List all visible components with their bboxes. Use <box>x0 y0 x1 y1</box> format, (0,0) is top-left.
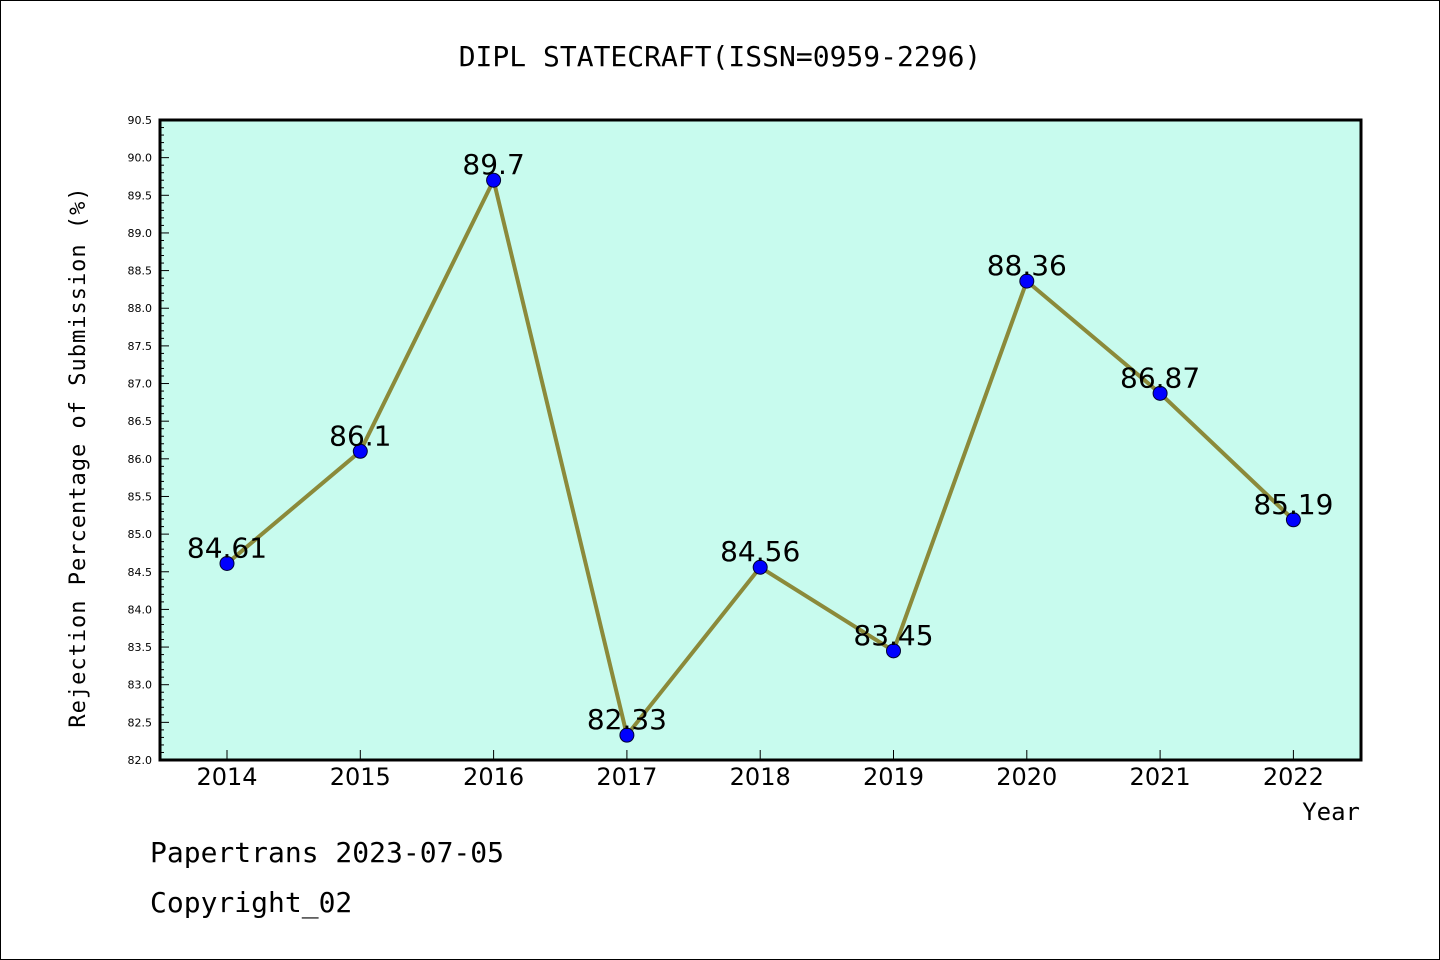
data-label: 85.19 <box>1253 488 1333 521</box>
y-tick-label: 85.0 <box>128 528 153 541</box>
y-tick-label: 88.0 <box>128 302 153 315</box>
x-tick-label: 2021 <box>1130 763 1191 791</box>
data-point <box>352 443 368 459</box>
y-tick-label: 90.5 <box>128 114 153 127</box>
data-label: 82.33 <box>587 703 667 736</box>
y-tick-label: 83.0 <box>128 679 153 692</box>
y-tick-label: 83.5 <box>128 641 153 654</box>
data-point <box>1152 385 1168 401</box>
y-tick-label: 82.5 <box>128 716 153 729</box>
y-tick-label: 88.5 <box>128 265 153 278</box>
y-tick-label: 87.5 <box>128 340 153 353</box>
series-line-group: 84.61 86.1 89.7 82.33 84.56 83.45 88.36 86.87 85… <box>187 148 1333 743</box>
data-label: 84.56 <box>720 535 800 568</box>
chart-title: DIPL STATECRAFT(ISSN=0959-2296) <box>459 40 982 73</box>
x-axis-label: Year <box>1302 798 1360 826</box>
y-tick-label: 87.0 <box>128 378 153 391</box>
y-axis: 82.0 82.5 83.0 83.5 84.0 84.5 85.0 85.5 86.0 86.5… <box>128 114 169 767</box>
y-tick-label: 86.0 <box>128 453 153 466</box>
y-tick-label: 90.0 <box>128 152 153 165</box>
x-tick-label: 2020 <box>996 763 1057 791</box>
data-point <box>486 172 502 188</box>
data-point <box>886 643 901 659</box>
y-axis-label: Rejection Percentage of Submission (%) <box>66 186 91 727</box>
footer-source: Papertrans 2023-07-05 <box>150 836 505 869</box>
footer-copyright: Copyright_02 <box>150 886 353 919</box>
data-label: 84.61 <box>187 531 267 564</box>
data-point <box>619 727 635 743</box>
y-tick-label: 84.5 <box>128 566 153 579</box>
data-point <box>1285 512 1301 528</box>
data-label: 89.7 <box>462 148 524 181</box>
x-tick-label: 2019 <box>863 763 924 791</box>
y-tick-label: 89.5 <box>128 189 153 202</box>
x-axis: 2014 2015 2016 2017 2018 2019 2020 2021 2022 <box>196 750 1324 791</box>
y-tick-label: 86.5 <box>128 415 153 428</box>
x-tick-label: 2022 <box>1263 763 1324 791</box>
data-point <box>219 555 235 571</box>
x-tick-label: 2018 <box>730 763 791 791</box>
data-label: 88.36 <box>987 249 1067 282</box>
x-tick-label: 2014 <box>196 763 257 791</box>
plot-area <box>158 118 1363 762</box>
y-tick-label: 84.0 <box>128 603 153 616</box>
x-tick-label: 2016 <box>463 763 524 791</box>
data-point <box>752 559 768 575</box>
data-label: 86.1 <box>329 419 391 452</box>
data-label: 83.45 <box>853 619 933 652</box>
x-tick-label: 2015 <box>330 763 391 791</box>
data-label: 86.87 <box>1120 361 1200 394</box>
y-tick-label: 89.0 <box>128 227 153 240</box>
x-tick-label: 2017 <box>596 763 657 791</box>
data-point <box>1019 273 1035 289</box>
y-tick-label: 82.0 <box>128 754 153 767</box>
y-tick-label: 85.5 <box>128 490 153 503</box>
